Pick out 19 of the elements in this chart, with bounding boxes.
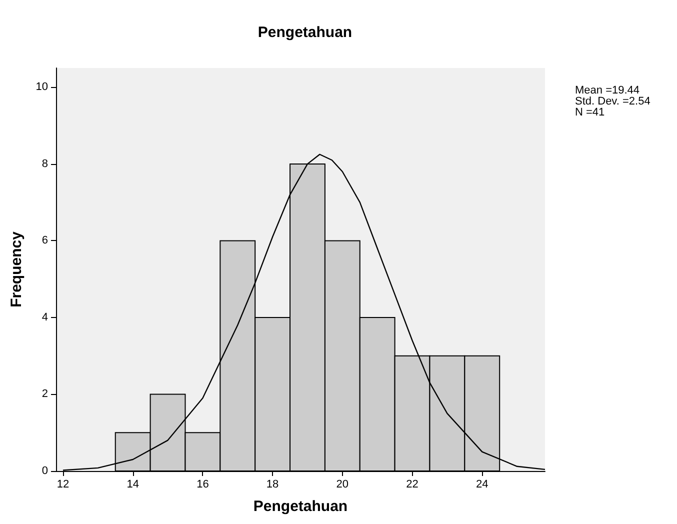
y-tick-label: 10 (36, 81, 48, 94)
y-tick-label: 0 (42, 465, 48, 477)
y-tick-label: 6 (42, 234, 48, 247)
x-tick-label: 18 (266, 478, 279, 490)
y-tick-label: 8 (42, 158, 48, 170)
x-tick-label: 16 (196, 478, 209, 490)
y-tick-label: 2 (42, 388, 48, 400)
y-tick-label: 4 (42, 311, 48, 324)
x-axis-title: Pengetahuan (253, 498, 348, 515)
x-tick-label: 12 (56, 478, 70, 490)
text: Std. Dev. =2.54 (575, 96, 650, 108)
x-tick-label: 20 (336, 478, 349, 490)
text: Mean =19.44 (575, 84, 640, 96)
chart-title: Pengetahuan (258, 24, 352, 41)
x-tick-label: 22 (406, 478, 418, 490)
text: N =41 (575, 106, 605, 118)
y-axis-title: Frequency (8, 230, 25, 308)
x-tick-label: 14 (126, 478, 139, 490)
x-tick-label: 24 (476, 478, 488, 490)
